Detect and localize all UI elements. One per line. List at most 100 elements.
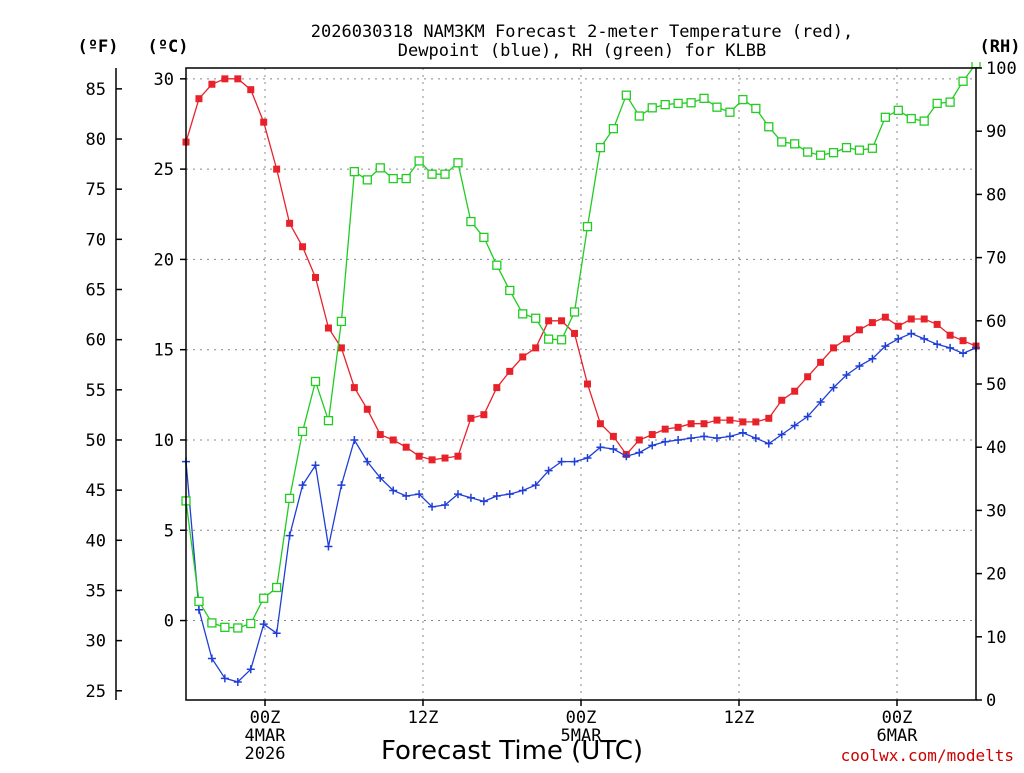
2-meter-temperature-point — [376, 431, 384, 439]
2-meter-temperature-point — [493, 384, 501, 392]
rh-point — [867, 143, 878, 153]
2-meter-temperature-point — [260, 118, 268, 126]
fahrenheit-tick-label: 50 — [86, 431, 106, 451]
2-meter-temperature-point — [273, 165, 281, 173]
2-meter-temperature-point — [234, 75, 242, 83]
2-meter-temperature-point — [558, 317, 566, 325]
rh-point — [233, 623, 243, 633]
2-meter-temperature-point — [765, 414, 773, 422]
2-meter-temperature-point — [415, 452, 423, 460]
2-meter-temperature-point — [324, 324, 332, 332]
rh-point — [362, 175, 372, 185]
chart-title-line-1: 2026030318 NAM3KM Forecast 2-meter Tempe… — [311, 22, 853, 42]
dewpoint-point — [946, 343, 955, 352]
rh-point — [660, 100, 670, 110]
2-meter-temperature-point — [532, 344, 540, 352]
rh-unit-label: (RH) — [980, 37, 1021, 57]
dewpoint-point — [337, 481, 346, 490]
dewpoint-point — [518, 486, 527, 495]
rh-point — [802, 147, 813, 157]
dewpoint-point — [220, 674, 229, 683]
x-tick-label: 6MAR — [877, 726, 919, 746]
2-meter-temperature-point — [804, 373, 812, 381]
rh-point — [919, 116, 929, 126]
2-meter-temperature-point — [674, 423, 682, 431]
rh-tick-label: 50 — [986, 375, 1006, 395]
dewpoint-point — [635, 448, 644, 457]
2-meter-temperature-point — [428, 456, 436, 464]
x-tick-label: 2026 — [245, 744, 286, 764]
dewpoint-point — [441, 500, 450, 509]
tick-labels: 0 5 10 15 20 25 30 25 30 35 40 45 50 55 60 65 70 75 80 85 0 1… — [86, 59, 1017, 764]
x-tick-label: 00Z — [250, 708, 281, 728]
fahrenheit-tick-label: 30 — [86, 632, 106, 652]
fahrenheit-tick-label: 35 — [86, 581, 106, 601]
2-meter-temperature-point — [946, 331, 954, 339]
dewpoint-point — [531, 481, 540, 490]
rh-point — [608, 124, 619, 134]
series-layer — [181, 62, 981, 686]
celsius-tick-label: 25 — [154, 160, 174, 180]
x-tick-label: 4MAR — [245, 726, 287, 746]
2-meter-temperature-point — [907, 315, 915, 323]
rh-point — [932, 98, 942, 109]
rh-point — [297, 426, 308, 437]
fahrenheit-unit-label: (ºF) — [78, 37, 119, 57]
dewpoint-point — [790, 421, 799, 430]
rh-point — [414, 156, 424, 166]
dewpoint-point — [194, 605, 203, 614]
dewpoint-point — [233, 677, 242, 686]
rh-tick-label: 100 — [986, 59, 1017, 79]
rh-point — [841, 142, 852, 153]
rh-point — [893, 105, 903, 115]
rh-point — [906, 113, 916, 124]
2-meter-temperature-point — [842, 335, 850, 343]
dewpoint-point — [920, 334, 929, 343]
dewpoint-point — [609, 445, 618, 454]
2-meter-temperature-point — [609, 432, 617, 440]
dewpoint-point — [246, 665, 255, 674]
2-meter-temperature-point — [350, 384, 358, 392]
rh-point — [246, 618, 256, 629]
chart-title-line-2: Dewpoint (blue), RH (green) for KLBB — [398, 41, 766, 61]
dewpoint-point — [803, 412, 812, 421]
dewpoint-point — [751, 434, 760, 443]
2-meter-temperature-point — [519, 353, 527, 361]
2-meter-temperature-point — [506, 367, 514, 375]
dewpoint-point — [894, 334, 903, 343]
dewpoint-point — [259, 620, 268, 629]
2-meter-temperature-point — [312, 273, 320, 281]
2-meter-temperature-point — [713, 416, 721, 424]
2-meter-temperature-point — [208, 80, 216, 88]
rh-point — [336, 316, 347, 327]
rh-point — [518, 309, 528, 319]
dewpoint-point — [583, 454, 592, 463]
2-meter-temperature-point — [881, 313, 889, 321]
2-meter-temperature-point — [855, 326, 863, 334]
dewpoint-point — [622, 452, 631, 461]
dewpoint-point — [661, 437, 670, 446]
dewpoint-point — [207, 654, 216, 663]
rh-point — [945, 97, 955, 107]
dewpoint-point — [764, 439, 773, 448]
x-tick-label: 00Z — [566, 708, 597, 728]
2-meter-temperature-point — [402, 443, 410, 451]
rh-tick-label: 80 — [986, 185, 1006, 205]
rh-point — [880, 112, 890, 122]
x-tick-label: 00Z — [882, 708, 913, 728]
dewpoint-point — [272, 629, 281, 638]
rh-tick-label: 60 — [986, 312, 1006, 332]
2-meter-temperature-point — [648, 431, 656, 439]
fahrenheit-tick-label: 70 — [86, 230, 106, 250]
dewpoint-point — [596, 443, 605, 452]
dewpoint-point — [428, 502, 437, 511]
dewpoint-point — [557, 457, 566, 466]
x-axis-label: Forecast Time (UTC) — [381, 736, 643, 766]
celsius-tick-label: 30 — [154, 70, 174, 90]
2-meter-temperature-point — [247, 86, 255, 94]
2-meter-temperature-point — [454, 452, 462, 460]
rh-tick-label: 90 — [986, 122, 1006, 142]
rh-point — [569, 307, 580, 317]
2-meter-temperature-point — [661, 425, 669, 433]
fahrenheit-tick-label: 65 — [86, 281, 106, 301]
